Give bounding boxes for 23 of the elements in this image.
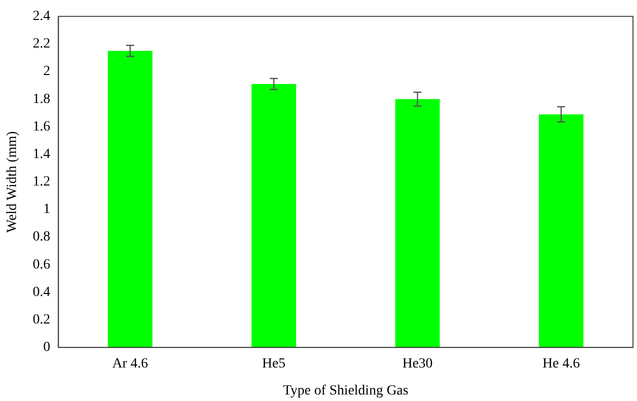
x-tick-label: He30 bbox=[402, 356, 433, 372]
y-axis-title: Weld Width (mm) bbox=[5, 130, 20, 233]
y-tick-label: 1.6 bbox=[32, 119, 50, 134]
x-tick-label: He5 bbox=[262, 356, 286, 372]
bar bbox=[538, 114, 584, 348]
y-tick-label: 1.2 bbox=[32, 174, 50, 190]
y-tick-label: 2.4 bbox=[32, 9, 50, 24]
bar bbox=[395, 99, 440, 348]
y-tick-label: 0.6 bbox=[32, 257, 50, 272]
y-tick-label: 1 bbox=[43, 202, 50, 218]
x-axis-title: Type of Shielding Gas bbox=[282, 383, 408, 398]
y-tick-label: 1.8 bbox=[32, 92, 50, 107]
x-tick-label: He 4.6 bbox=[542, 356, 580, 372]
bar bbox=[252, 84, 296, 348]
bar bbox=[108, 50, 152, 348]
y-tick-label: 0.4 bbox=[32, 284, 50, 300]
y-tick-label: 2.2 bbox=[32, 36, 50, 52]
y-tick-label: 0 bbox=[43, 340, 50, 356]
y-tick-label: 1.4 bbox=[32, 146, 50, 162]
y-tick-label: 0.2 bbox=[32, 312, 50, 328]
y-tick-label: 2 bbox=[43, 64, 50, 80]
y-tick-label: 0.8 bbox=[32, 230, 50, 245]
x-tick-label: Ar 4.6 bbox=[112, 356, 148, 372]
